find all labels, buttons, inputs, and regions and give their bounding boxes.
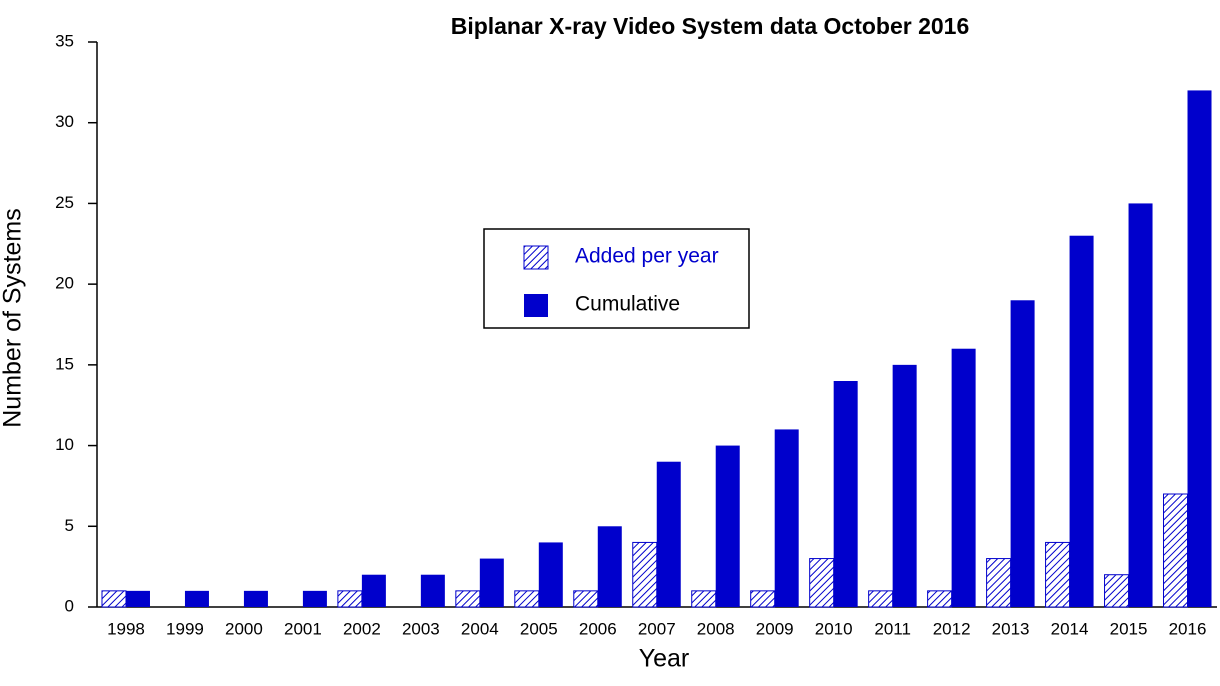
bar [1163, 493, 1189, 608]
x-tick-label: 1998 [107, 619, 145, 638]
legend-label: Cumulative [575, 293, 680, 316]
bar [1069, 235, 1094, 607]
x-tick-label: 2008 [697, 619, 735, 638]
bar [302, 590, 327, 607]
y-tick-label: 35 [55, 31, 74, 50]
bar [573, 590, 599, 608]
bar [656, 461, 681, 607]
y-tick-label: 15 [55, 354, 74, 373]
bar [101, 590, 127, 608]
bar [479, 558, 504, 607]
bar [750, 590, 776, 608]
y-tick-label: 0 [65, 596, 74, 615]
legend-swatch [523, 245, 549, 270]
bar [892, 364, 917, 607]
bar [597, 526, 622, 607]
x-tick-label: 2010 [815, 619, 853, 638]
bar [691, 590, 717, 608]
bar [927, 590, 953, 608]
bar [455, 590, 481, 608]
bar [361, 574, 386, 607]
x-tick-label: 2015 [1110, 619, 1148, 638]
bar [1187, 90, 1212, 607]
legend-swatch [524, 294, 548, 317]
x-tick-label: 2013 [992, 619, 1030, 638]
bar [986, 558, 1012, 608]
bar [951, 348, 976, 607]
bar [868, 590, 894, 608]
x-tick-label: 2011 [874, 619, 911, 638]
bar [184, 590, 209, 607]
legend: Added per year Cumulative [483, 228, 750, 329]
y-tick-label: 5 [65, 516, 74, 535]
y-tick-label: 10 [55, 435, 74, 454]
bar [514, 590, 540, 608]
x-tick-label: 2005 [520, 619, 558, 638]
bar [243, 590, 268, 607]
x-tick-label: 2012 [933, 619, 971, 638]
bar [632, 541, 658, 608]
legend-label: Added per year [575, 245, 719, 268]
y-tick-label: 30 [55, 112, 74, 131]
bar [125, 590, 150, 607]
x-tick-label: 2014 [1051, 619, 1089, 638]
x-tick-label: 2003 [402, 619, 440, 638]
bar [809, 558, 835, 608]
x-tick-label: 2000 [225, 619, 263, 638]
x-tick-label: 1999 [166, 619, 204, 638]
y-axis-title: Number of Systems [0, 208, 27, 428]
bar [833, 381, 858, 607]
bar [1010, 300, 1035, 607]
chart-title: Biplanar X-ray Video System data October… [451, 13, 970, 39]
x-axis-title: Year [639, 645, 690, 673]
bar [774, 429, 799, 607]
x-tick-label: 2006 [579, 619, 617, 638]
bar [1045, 541, 1071, 608]
x-tick-label: 2007 [638, 619, 676, 638]
y-tick-label: 20 [55, 274, 74, 293]
x-tick-label: 2004 [461, 619, 499, 638]
bar [420, 574, 445, 607]
x-tick-label: 2009 [756, 619, 794, 638]
bar [538, 542, 563, 607]
bar [337, 590, 363, 608]
x-tick-label: 2001 [284, 619, 322, 638]
bar [1104, 574, 1130, 608]
bar [1128, 203, 1153, 607]
x-tick-label: 2016 [1169, 619, 1207, 638]
y-tick-label: 25 [55, 193, 74, 212]
bar [715, 445, 740, 607]
x-tick-label: 2002 [343, 619, 381, 638]
